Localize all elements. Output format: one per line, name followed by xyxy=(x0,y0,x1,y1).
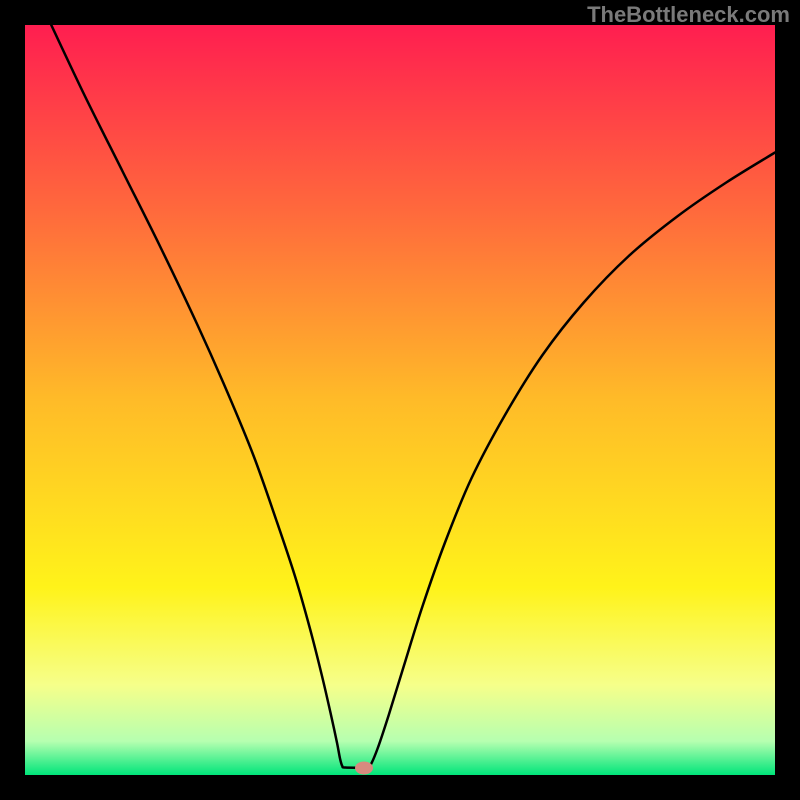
optimum-marker xyxy=(355,761,373,774)
curve-layer xyxy=(25,25,775,775)
bottleneck-curve xyxy=(51,25,775,768)
chart-plot-area xyxy=(25,25,775,775)
chart-frame: TheBottleneck.com xyxy=(0,0,800,800)
